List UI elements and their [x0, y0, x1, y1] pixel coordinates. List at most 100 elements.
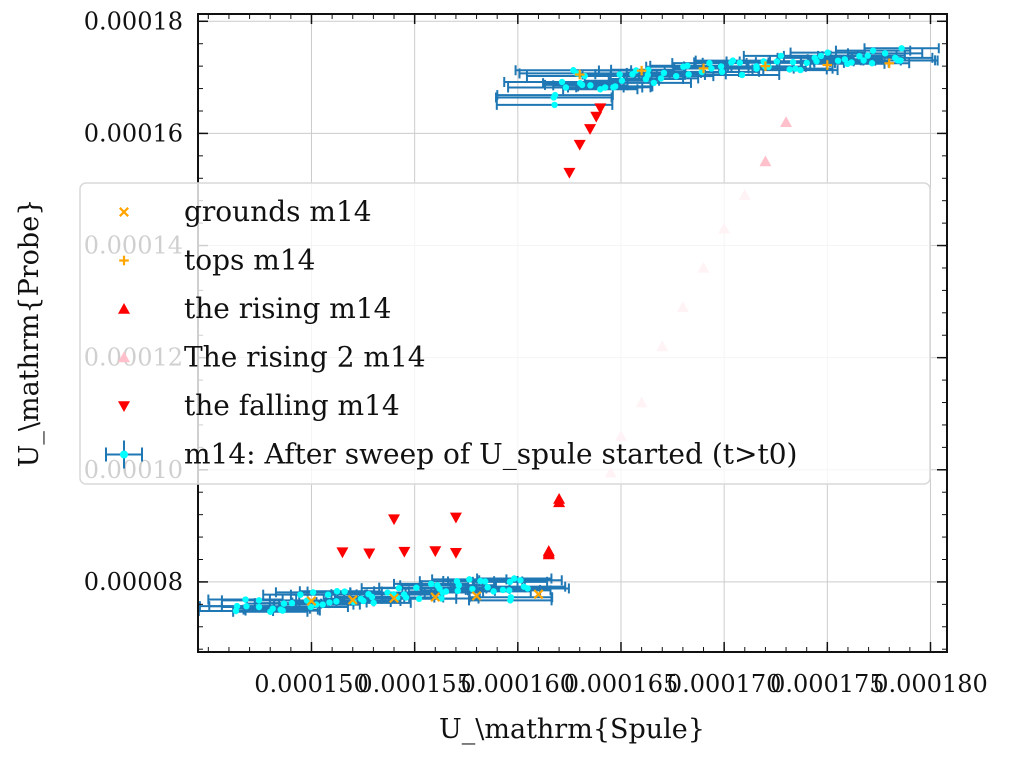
error-bar-point: [413, 584, 420, 591]
error-bar-point: [645, 66, 652, 73]
error-bar-point: [255, 597, 263, 604]
error-bar-point: [370, 599, 377, 607]
error-bar-point: [232, 607, 240, 615]
series-1-point: [636, 65, 647, 76]
series-0-point: [471, 590, 482, 601]
error-bar-point: [490, 588, 497, 595]
legend-marker-3: [118, 351, 130, 363]
error-bar-point: [797, 66, 804, 74]
error-bar-point: [360, 597, 367, 605]
series-4-point: [584, 124, 597, 135]
series-1-point: [822, 60, 833, 70]
error-bar-point: [777, 52, 785, 60]
x-tick-label: 0.000155: [357, 670, 472, 698]
error-bar-point: [817, 52, 825, 60]
error-bar-point: [611, 83, 619, 90]
series-4-point: [563, 167, 576, 179]
error-bar-point: [789, 58, 797, 66]
error-bar-point: [551, 101, 558, 109]
legend: grounds m14 tops m14 the rising m14 The ris…: [79, 182, 931, 485]
error-bar-point: [297, 591, 304, 598]
error-bar-point: [279, 607, 286, 614]
legend-errorbar-point: [120, 450, 128, 459]
error-bar-point: [558, 78, 566, 86]
error-bar-point: [684, 62, 691, 69]
error-bar-point: [860, 57, 867, 64]
error-bar-point: [672, 72, 680, 80]
error-bar-point: [454, 587, 461, 595]
series-0-point-stroke: [389, 593, 399, 604]
legend-label-3: The rising 2 m14: [184, 341, 426, 374]
error-bar-point: [729, 57, 737, 64]
legend-label-4: the falling m14: [184, 389, 400, 422]
error-bar-point: [517, 577, 524, 584]
error-bar-point: [632, 67, 640, 74]
error-bar-point: [280, 600, 288, 607]
series-3-point: [759, 155, 772, 167]
series-4-point: [573, 139, 586, 151]
error-bar-point: [319, 601, 326, 608]
legend-label-2: the rising m14: [184, 292, 391, 325]
error-bar-point: [856, 52, 863, 60]
error-bar-point: [848, 59, 855, 66]
error-bar-point: [333, 588, 341, 595]
error-bar-point: [511, 575, 518, 582]
error-bar-point: [657, 75, 665, 82]
error-bar-point: [506, 587, 513, 594]
error-bar-point: [233, 602, 241, 610]
error-bar-point: [753, 65, 760, 72]
series-0-point-stroke: [430, 592, 441, 603]
series-0-point: [430, 592, 441, 603]
series-4-point: [363, 548, 376, 560]
error-bar-point: [481, 578, 489, 585]
error-bar-point: [881, 50, 889, 57]
legend-label-errorbar: m14: After sweep of U_spule started (t>t…: [184, 438, 797, 471]
error-bar-point: [841, 56, 849, 63]
error-bar-point: [717, 63, 725, 70]
legend-marker-0: [119, 207, 129, 217]
error-bar-point: [618, 77, 626, 84]
error-bar-point: [773, 58, 781, 65]
series-1-point: [760, 61, 771, 71]
series-4-point: [429, 546, 442, 558]
series-4-point: [590, 111, 603, 123]
series-0-point: [347, 594, 358, 605]
series-3-point: [780, 116, 793, 128]
series-1-point: [884, 58, 895, 69]
legend-marker-1: [119, 255, 129, 266]
series-0-point-stroke: [347, 594, 358, 605]
error-bar-point: [786, 66, 793, 73]
error-bar-point: [384, 589, 391, 596]
error-bar-point: [685, 71, 692, 78]
error-bar-point: [288, 599, 296, 607]
series-0-point: [389, 593, 399, 604]
error-bar-point: [484, 584, 491, 591]
series-0-point-stroke: [533, 589, 544, 600]
error-bar-point: [341, 588, 348, 595]
error-bar-point: [834, 57, 842, 64]
error-bar-point: [660, 69, 668, 77]
y-tick-label: 0.00008: [84, 568, 183, 596]
x-tick-label: 0.000170: [667, 670, 782, 698]
legend-marker-4: [118, 401, 130, 412]
error-bar-point: [792, 65, 799, 72]
error-bar-point: [368, 593, 376, 601]
error-bar-point: [736, 59, 744, 66]
x-tick-label: 0.000150: [254, 670, 369, 698]
y-tick-label: 0.00016: [84, 119, 183, 147]
series-0-point: [306, 596, 317, 606]
error-bar-point: [427, 580, 435, 588]
series-4-point: [336, 547, 349, 559]
error-bar-point: [324, 591, 332, 598]
error-bar-point: [570, 67, 577, 74]
error-bar-point: [718, 68, 726, 76]
error-bar-point: [706, 59, 713, 67]
error-bar-point: [708, 65, 715, 72]
error-bar-point: [466, 576, 473, 583]
error-bar-point: [869, 47, 877, 54]
x-axis-label: U_\mathrm{Spule}: [439, 714, 705, 745]
error-bar-point: [642, 75, 650, 83]
series-2-point: [553, 492, 566, 504]
error-bar-point: [506, 578, 514, 586]
y-tick-label: 0.00018: [84, 7, 183, 35]
